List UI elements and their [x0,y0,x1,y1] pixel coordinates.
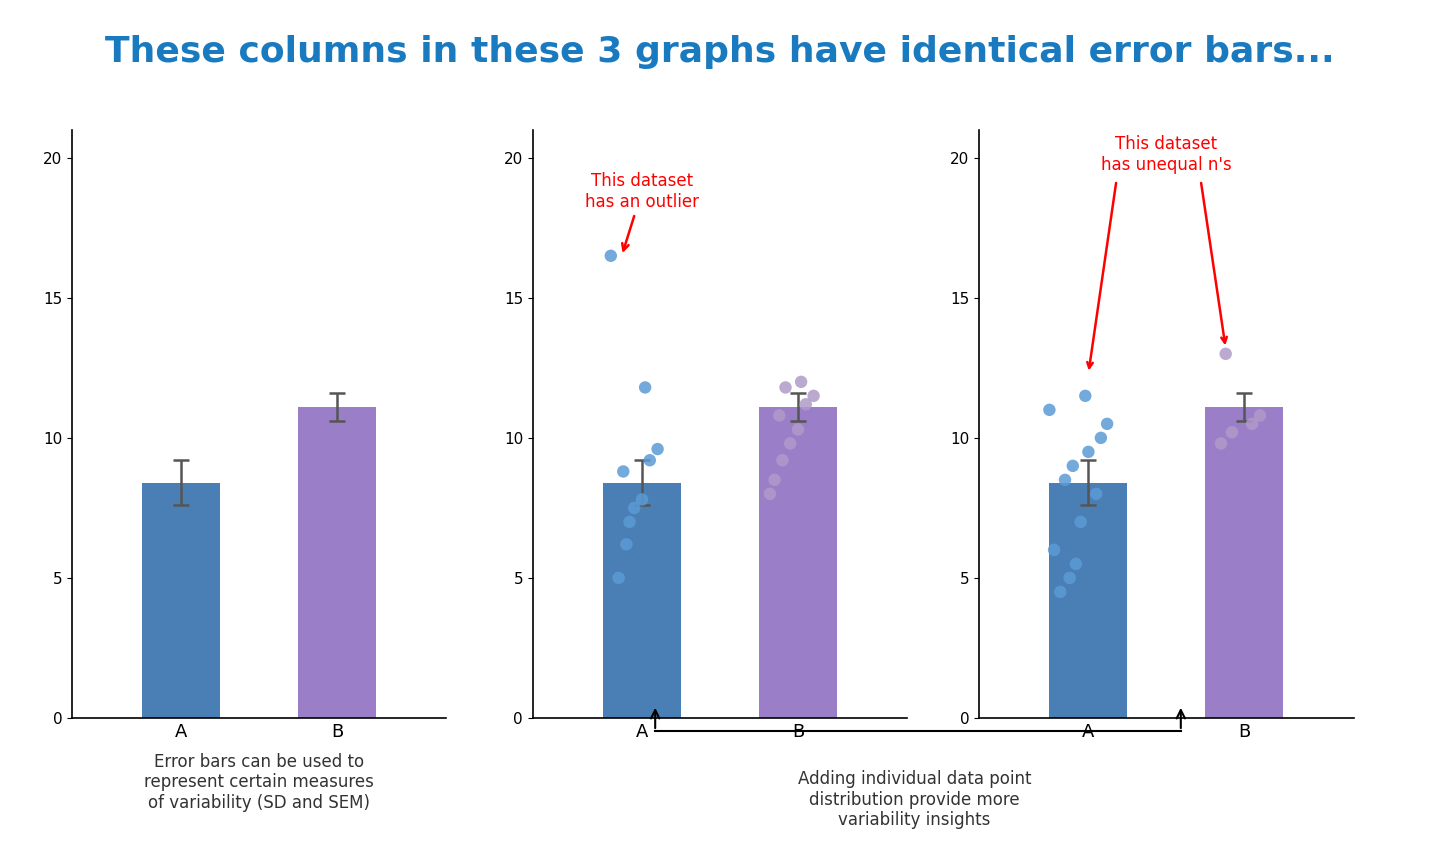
Point [618,515,641,529]
Point [608,571,631,585]
Point [1043,543,1066,557]
Bar [143,483,220,718]
Point [1048,585,1071,599]
Bar [298,407,376,718]
Point [1084,487,1107,501]
Point [638,453,661,467]
Point [768,408,791,422]
Point [759,487,782,501]
Point [622,501,645,515]
Point [1214,347,1237,361]
Point [775,381,798,394]
Point [1210,437,1233,451]
Point [1248,408,1272,422]
Text: This dataset
has unequal n's: This dataset has unequal n's [1102,135,1231,174]
Point [1090,431,1113,445]
Point [599,249,622,263]
Point [1241,417,1264,431]
Bar [1050,483,1128,718]
Point [1074,389,1097,403]
Text: Error bars can be used to
represent certain measures
of variability (SD and SEM): Error bars can be used to represent cert… [144,753,374,812]
Point [1064,557,1087,571]
Point [647,442,670,456]
Point [795,397,818,411]
Point [1038,403,1061,417]
Bar [1205,407,1283,718]
Point [779,437,802,451]
Point [1061,459,1084,473]
Text: Adding individual data point
distribution provide more
variability insights: Adding individual data point distributio… [798,770,1031,830]
Point [786,422,809,436]
Point [1058,571,1081,585]
Point [1221,426,1244,439]
Point [615,537,638,551]
Point [1096,417,1119,431]
Point [789,375,812,388]
Point [1068,515,1092,529]
Text: This dataset
has an outlier: This dataset has an outlier [585,172,698,251]
Text: These columns in these 3 graphs have identical error bars...: These columns in these 3 graphs have ide… [105,35,1335,68]
Bar [759,407,837,718]
Point [634,381,657,394]
Point [631,492,654,506]
Point [1054,473,1077,487]
Point [1077,445,1100,458]
Point [770,453,793,467]
Point [802,389,825,403]
Point [763,473,786,487]
Point [612,465,635,478]
Bar [603,483,681,718]
